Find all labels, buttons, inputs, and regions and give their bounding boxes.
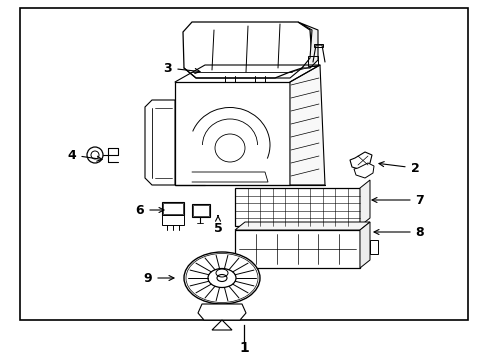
Polygon shape <box>359 180 369 226</box>
Text: 2: 2 <box>378 162 419 175</box>
Polygon shape <box>183 22 311 78</box>
Bar <box>192 204 209 217</box>
Text: 7: 7 <box>371 194 424 207</box>
Polygon shape <box>235 222 369 230</box>
Bar <box>163 203 183 214</box>
Bar <box>162 202 183 215</box>
Text: 9: 9 <box>143 271 174 284</box>
Bar <box>235 188 359 226</box>
Polygon shape <box>198 304 245 320</box>
Polygon shape <box>212 320 231 330</box>
Bar <box>307 56 317 66</box>
Bar <box>235 230 359 268</box>
Polygon shape <box>145 100 175 185</box>
Text: 5: 5 <box>213 216 222 234</box>
Bar <box>20 8 467 320</box>
Bar <box>369 240 377 254</box>
Text: 6: 6 <box>135 203 163 216</box>
Text: 1: 1 <box>239 341 248 355</box>
Bar <box>193 205 208 216</box>
Ellipse shape <box>217 274 226 282</box>
Ellipse shape <box>207 269 236 288</box>
Text: 4: 4 <box>67 149 102 162</box>
Bar <box>313 44 323 47</box>
Ellipse shape <box>183 252 260 304</box>
Text: 8: 8 <box>373 225 424 239</box>
Polygon shape <box>349 152 371 170</box>
Bar <box>162 215 183 225</box>
Polygon shape <box>297 22 317 68</box>
Text: 3: 3 <box>163 62 200 75</box>
Polygon shape <box>289 65 325 185</box>
Polygon shape <box>353 163 373 178</box>
Polygon shape <box>175 82 289 185</box>
Polygon shape <box>359 222 369 268</box>
